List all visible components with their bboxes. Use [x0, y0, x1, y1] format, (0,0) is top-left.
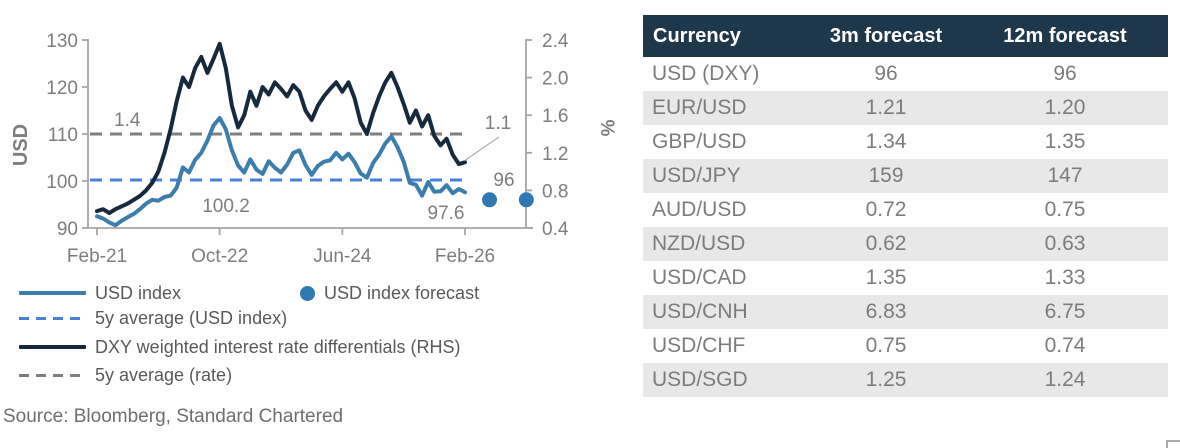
legend-item-avg-usd: 5y average (USD index)	[19, 308, 287, 328]
forecast-3m-cell: 0.72	[865, 198, 907, 221]
forecast-dot	[482, 192, 498, 208]
currency-cell: NZD/USD	[652, 232, 746, 255]
forecast-3m-cell: 1.35	[865, 266, 907, 289]
legend-item-usd-index: USD index	[19, 283, 181, 303]
forecast-dot	[518, 192, 534, 208]
forecast-3m-cell: 0.75	[865, 334, 907, 357]
legend-label: 5y average (rate)	[95, 364, 233, 385]
corner-box	[1166, 440, 1180, 448]
usd-index-line-swatch-icon	[19, 291, 86, 295]
x-tick-label: Feb-26	[435, 246, 495, 267]
currency-cell: USD (DXY)	[652, 62, 760, 85]
legend-label: USD index forecast	[324, 282, 480, 303]
annotation-rate-avg: 1.4	[114, 110, 141, 131]
currency-cell: USD/CNH	[652, 300, 748, 323]
forecast-3m-cell: 96	[874, 62, 898, 85]
callout-leader-line	[463, 136, 500, 162]
annotation-rate-last: 1.1	[485, 113, 511, 134]
table-row: USD/CHF 0.75 0.74	[643, 329, 1168, 363]
source-note: Source: Bloomberg, Standard Chartered	[3, 406, 344, 427]
left-tick-label: 120	[46, 78, 78, 99]
forecast-3m-cell: 6.83	[865, 300, 907, 323]
right-axis-title: %	[596, 120, 617, 137]
header-3m-forecast: 3m forecast	[810, 15, 962, 57]
legend-label: USD index	[95, 282, 182, 303]
forecast-3m-cell: 1.25	[865, 368, 907, 391]
currency-cell: EUR/USD	[652, 96, 747, 119]
avg-rate-dash-swatch-icon	[19, 373, 86, 377]
header-currency: Currency	[643, 15, 810, 57]
currency-cell: USD/JPY	[652, 164, 741, 187]
right-tick-label: 0.8	[542, 181, 568, 202]
table-row: GBP/USD 1.34 1.35	[643, 125, 1168, 159]
legend-label: DXY weighted interest rate differentials…	[95, 336, 461, 357]
legend-item-rate-diff: DXY weighted interest rate differentials…	[19, 337, 461, 357]
forecast-3m-cell: 1.21	[865, 96, 907, 119]
forecast-12m-cell: 147	[1047, 164, 1083, 187]
left-axis-title: USD	[10, 124, 32, 166]
forecast-3m-cell: 1.34	[865, 130, 907, 153]
annotation-forecast: 96	[493, 170, 514, 191]
left-tick-label: 90	[57, 219, 78, 240]
avg-usd-dash-swatch-icon	[19, 316, 86, 320]
left-tick-label: 130	[46, 31, 78, 52]
table-row: USD (DXY) 96 96	[643, 57, 1168, 91]
rate-diff-line-swatch-icon	[19, 345, 86, 349]
usd-index-line	[95, 116, 467, 228]
forecast-12m-cell: 0.74	[1044, 334, 1086, 357]
table-row: USD/JPY 159 147	[643, 159, 1168, 193]
forecast-12m-cell: 1.35	[1044, 130, 1086, 153]
forecast-12m-cell: 1.24	[1044, 368, 1086, 391]
table-row: USD/CNH 6.83 6.75	[643, 295, 1168, 329]
table-header-row: Currency 3m forecast 12m forecast	[643, 15, 1168, 57]
rate-diff-line	[95, 41, 467, 215]
legend-item-avg-rate: 5y average (rate)	[19, 365, 232, 385]
forecast-12m-cell: 96	[1053, 62, 1077, 85]
table-row: NZD/USD 0.62 0.63	[643, 227, 1168, 261]
forecast-12m-cell: 0.75	[1044, 198, 1086, 221]
forecast-12m-cell: 1.33	[1044, 266, 1086, 289]
left-tick-label: 100	[46, 172, 78, 193]
usd-index-chart: 90 100 110 120 130 0.4 0.8 1.2 1.6 2.0 2.4 Feb-21 Oc…	[0, 0, 640, 280]
right-tick-label: 2.4	[542, 31, 569, 52]
table-row: USD/SGD 1.25 1.24	[643, 363, 1168, 397]
right-tick-label: 1.2	[542, 144, 568, 165]
currency-cell: USD/CHF	[652, 334, 746, 357]
left-tick-label: 110	[48, 125, 78, 146]
table-row: AUD/USD 0.72 0.75	[643, 193, 1168, 227]
chart-svg: 90 100 110 120 130 0.4 0.8 1.2 1.6 2.0 2.4 Feb-21 Oc…	[10, 31, 617, 267]
forecast-12m-cell: 1.20	[1044, 96, 1086, 119]
right-tick-label: 2.0	[542, 69, 568, 90]
annotation-usd-avg: 100.2	[202, 196, 250, 217]
currency-cell: USD/CAD	[652, 266, 747, 289]
table-row: EUR/USD 1.21 1.20	[643, 91, 1168, 125]
table-row: USD/CAD 1.35 1.33	[643, 261, 1168, 295]
right-tick-label: 0.4	[542, 219, 569, 240]
forecast-12m-cell: 6.75	[1044, 300, 1086, 323]
currency-cell: AUD/USD	[652, 198, 747, 221]
x-tick-label: Jun-24	[313, 246, 372, 267]
x-tick-label: Feb-21	[67, 246, 127, 267]
right-tick-label: 1.6	[542, 106, 568, 127]
forecast-dot-swatch-icon	[300, 285, 315, 301]
forecast-12m-cell: 0.63	[1044, 232, 1086, 255]
currency-cell: GBP/USD	[652, 130, 747, 153]
fx-forecast-table: Currency 3m forecast 12m forecast USD (D…	[643, 15, 1168, 397]
legend-label: 5y average (USD index)	[95, 307, 288, 328]
forecast-3m-cell: 159	[868, 164, 904, 187]
x-tick-label: Oct-22	[191, 246, 248, 267]
legend-item-usd-forecast: USD index forecast	[296, 283, 479, 303]
forecast-3m-cell: 0.62	[865, 232, 907, 255]
header-12m-forecast: 12m forecast	[962, 15, 1168, 57]
currency-cell: USD/SGD	[652, 368, 748, 391]
annotation-usd-last: 97.6	[428, 203, 465, 224]
